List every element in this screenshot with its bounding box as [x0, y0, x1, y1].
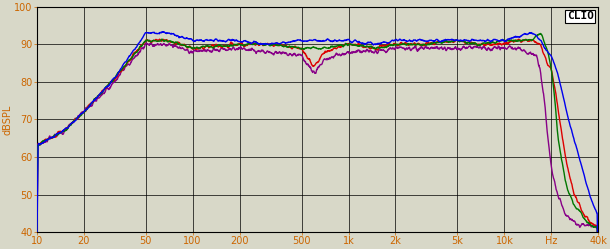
Y-axis label: dBSPL: dBSPL — [3, 104, 13, 135]
Text: CLIO: CLIO — [567, 11, 594, 21]
